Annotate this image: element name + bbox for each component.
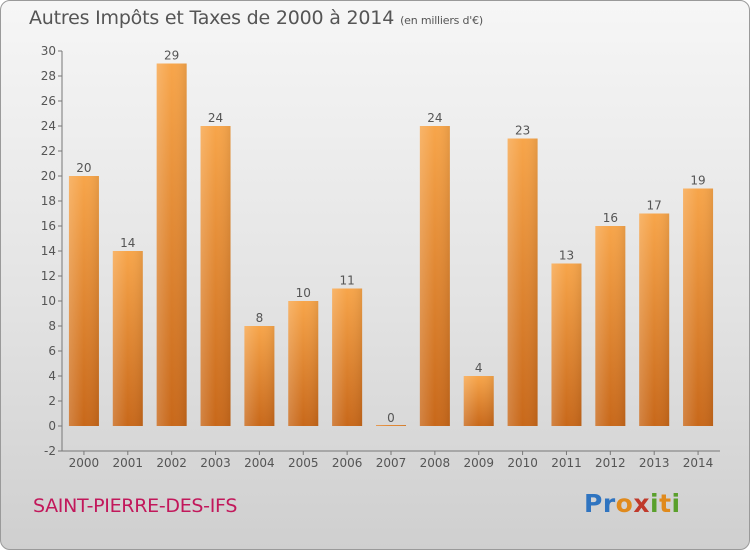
bar-shine-2008 bbox=[419, 126, 450, 426]
bar-shine-2007 bbox=[376, 425, 406, 426]
value-label-2012: 16 bbox=[603, 211, 618, 225]
y-tick-label: 28 bbox=[41, 69, 56, 83]
y-tick-label: 8 bbox=[48, 319, 56, 333]
x-tick-label-2005: 2005 bbox=[288, 456, 319, 470]
x-tick-label-2011: 2011 bbox=[551, 456, 582, 470]
y-tick-label: 18 bbox=[41, 194, 56, 208]
y-tick-label: 0 bbox=[48, 419, 56, 433]
bar-shine-2000 bbox=[68, 176, 99, 426]
y-tick-label: 22 bbox=[41, 144, 56, 158]
bar-shine-2001 bbox=[112, 251, 143, 426]
bar-shine-2009 bbox=[463, 376, 494, 426]
value-label-2002: 29 bbox=[164, 49, 179, 63]
x-tick-label-2001: 2001 bbox=[113, 456, 144, 470]
value-label-2005: 10 bbox=[296, 286, 311, 300]
value-label-2003: 24 bbox=[208, 111, 223, 125]
bar-shine-2003 bbox=[200, 126, 231, 426]
bar-shine-2004 bbox=[244, 326, 275, 426]
x-tick-label-2002: 2002 bbox=[156, 456, 187, 470]
value-label-2006: 11 bbox=[339, 274, 354, 288]
x-tick-label-2013: 2013 bbox=[639, 456, 670, 470]
bar-shine-2006 bbox=[332, 288, 363, 426]
y-tick-label: 20 bbox=[41, 169, 56, 183]
x-tick-label-2012: 2012 bbox=[595, 456, 626, 470]
y-tick-label: 14 bbox=[41, 244, 56, 258]
bar-shine-2011 bbox=[551, 263, 582, 426]
value-label-2011: 13 bbox=[559, 249, 574, 263]
value-label-2004: 8 bbox=[256, 311, 264, 325]
chart-labels: 20 2000 14 2001 29 2002 24 2003 8 2004 10 2005 11 200… bbox=[69, 49, 714, 471]
y-tick-label: 6 bbox=[48, 344, 56, 358]
value-label-2010: 23 bbox=[515, 124, 530, 138]
y-tick-label: 16 bbox=[41, 219, 56, 233]
value-label-2007: 0 bbox=[387, 411, 395, 425]
x-tick-label-2014: 2014 bbox=[683, 456, 714, 470]
y-tick-label: 30 bbox=[41, 44, 56, 58]
y-tick-label: 12 bbox=[41, 269, 56, 283]
value-label-2009: 4 bbox=[475, 361, 483, 375]
bar-shine-2002 bbox=[156, 63, 187, 426]
bar-shine-2012 bbox=[595, 226, 626, 426]
x-tick-label-2009: 2009 bbox=[463, 456, 494, 470]
x-tick-label-2000: 2000 bbox=[69, 456, 100, 470]
x-tick-label-2008: 2008 bbox=[420, 456, 451, 470]
value-label-2001: 14 bbox=[120, 236, 135, 250]
proxiti-logo: Proxiti bbox=[584, 489, 681, 518]
bar-shine-2010 bbox=[507, 138, 538, 426]
location-name: SAINT-PIERRE-DES-IFS bbox=[33, 495, 238, 517]
value-label-2000: 20 bbox=[76, 161, 91, 175]
y-tick-label: -2 bbox=[44, 444, 56, 458]
y-tick-label: 26 bbox=[41, 94, 56, 108]
value-label-2014: 19 bbox=[690, 174, 705, 188]
x-tick-label-2004: 2004 bbox=[244, 456, 275, 470]
x-tick-label-2006: 2006 bbox=[332, 456, 363, 470]
value-label-2008: 24 bbox=[427, 111, 442, 125]
chart-title-text: Autres Impôts et Taxes de 2000 à 2014 bbox=[29, 7, 395, 29]
chart-title: Autres Impôts et Taxes de 2000 à 2014 (en… bbox=[29, 7, 483, 29]
chart-bars bbox=[68, 63, 714, 426]
x-tick-label-2010: 2010 bbox=[507, 456, 538, 470]
y-tick-label: 24 bbox=[41, 119, 56, 133]
y-tick-label: 10 bbox=[41, 294, 56, 308]
chart-unit: (en milliers d'€) bbox=[400, 14, 483, 27]
x-tick-label-2007: 2007 bbox=[376, 456, 407, 470]
x-tick-label-2003: 2003 bbox=[200, 456, 231, 470]
y-tick-label: 2 bbox=[48, 394, 56, 408]
y-tick-label: 4 bbox=[48, 369, 56, 383]
value-label-2013: 17 bbox=[647, 199, 662, 213]
bar-shine-2014 bbox=[683, 188, 714, 426]
bar-shine-2005 bbox=[288, 301, 319, 426]
bar-shine-2013 bbox=[639, 213, 670, 426]
